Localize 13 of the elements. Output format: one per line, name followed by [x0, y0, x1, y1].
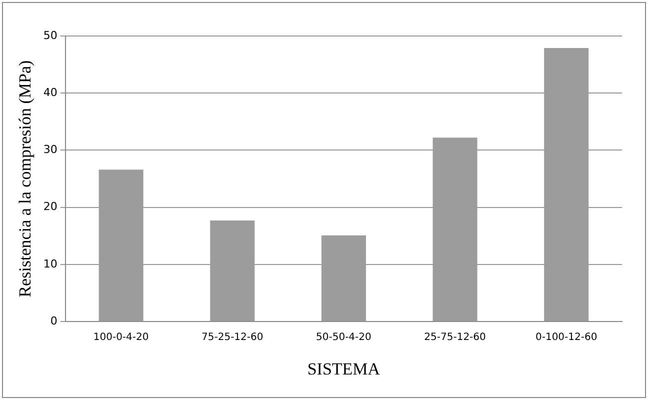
y-tick-label: 10	[43, 257, 58, 270]
y-tick-label: 0	[50, 314, 58, 328]
y-tick-label: 20	[43, 200, 58, 214]
x-tick-label: 50-50-4-20	[316, 332, 372, 344]
y-tick-label: 40	[43, 86, 58, 99]
x-tick-label: 25-75-12-60	[424, 332, 486, 344]
y-tick-label: 50	[43, 28, 58, 42]
x-tick-label: 75-25-12-60	[202, 332, 264, 344]
x-tick-label: 100-0-4-20	[93, 332, 149, 344]
y-tick-label: 30	[43, 143, 58, 156]
x-tick-label: 0-100-12-60	[535, 332, 598, 344]
x-axis-title: SISTEMA	[307, 359, 381, 378]
y-axis-title: Resistencia a la compresión (MPa)	[16, 60, 35, 298]
